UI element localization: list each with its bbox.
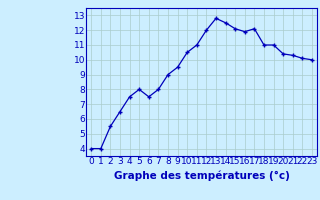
X-axis label: Graphe des températures (°c): Graphe des températures (°c) — [114, 171, 290, 181]
